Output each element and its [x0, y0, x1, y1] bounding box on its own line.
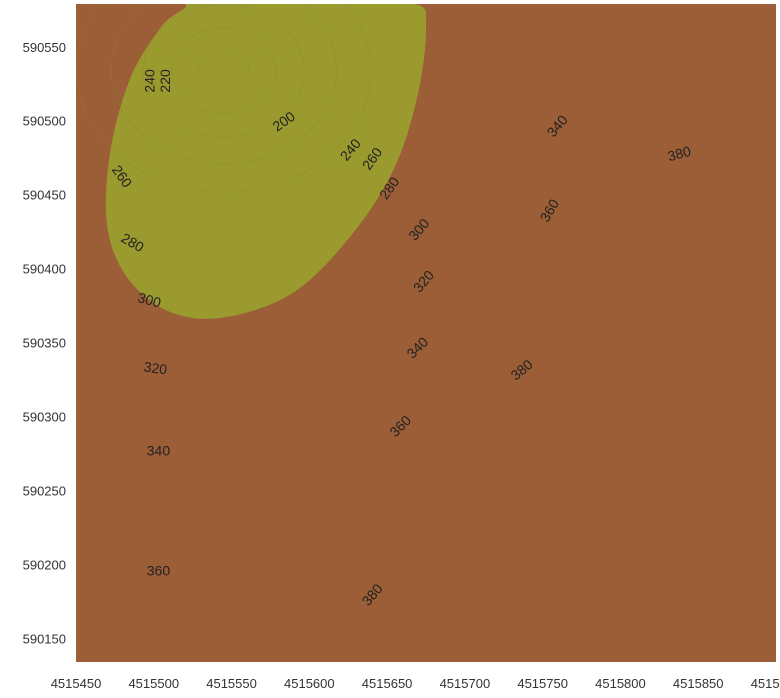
y-tick-label: 590300: [23, 409, 66, 424]
y-tick-label: 590550: [23, 40, 66, 55]
y-tick-label: 590500: [23, 114, 66, 129]
contour-line: [76, 4, 372, 193]
x-tick-label: 4515450: [51, 676, 102, 691]
x-tick-label: 4515850: [673, 676, 724, 691]
contour-label: 380: [666, 143, 693, 165]
contour-line: [143, 4, 305, 138]
y-tick-label: 590250: [23, 483, 66, 498]
y-tick-label: 590150: [23, 631, 66, 646]
x-tick-label: 4515800: [595, 676, 646, 691]
x-tick-label: 4515750: [517, 676, 568, 691]
x-tick-label: 4515500: [128, 676, 179, 691]
x-axis: 4515450 4515500 4515550 4515600 4515650 45157…: [51, 676, 780, 691]
y-tick-label: 590450: [23, 188, 66, 203]
x-tick-label: 4515550: [206, 676, 257, 691]
x-tick-label: 4515900: [751, 676, 780, 691]
y-axis: 590150 590200 590250 590300 590350 590400 5904…: [23, 40, 66, 646]
y-tick-label: 590400: [23, 262, 66, 277]
contour-line: [171, 27, 276, 114]
contour-label: 360: [147, 563, 171, 579]
x-tick-label: 4515600: [284, 676, 335, 691]
contour-line: [198, 49, 250, 92]
plot-area: [76, 4, 776, 662]
x-tick-label: 4515650: [362, 676, 413, 691]
x-tick-label: 4515700: [440, 676, 491, 691]
contour-label: 240: [141, 69, 157, 93]
y-tick-label: 590350: [23, 336, 66, 351]
contour-line: [110, 4, 337, 164]
contour-label: 340: [147, 443, 171, 459]
y-tick-label: 590200: [23, 557, 66, 572]
contour-label: 220: [157, 69, 173, 93]
contour-label: 320: [143, 358, 169, 377]
contour-label: 300: [136, 289, 163, 311]
low-value-region: [105, 4, 427, 319]
